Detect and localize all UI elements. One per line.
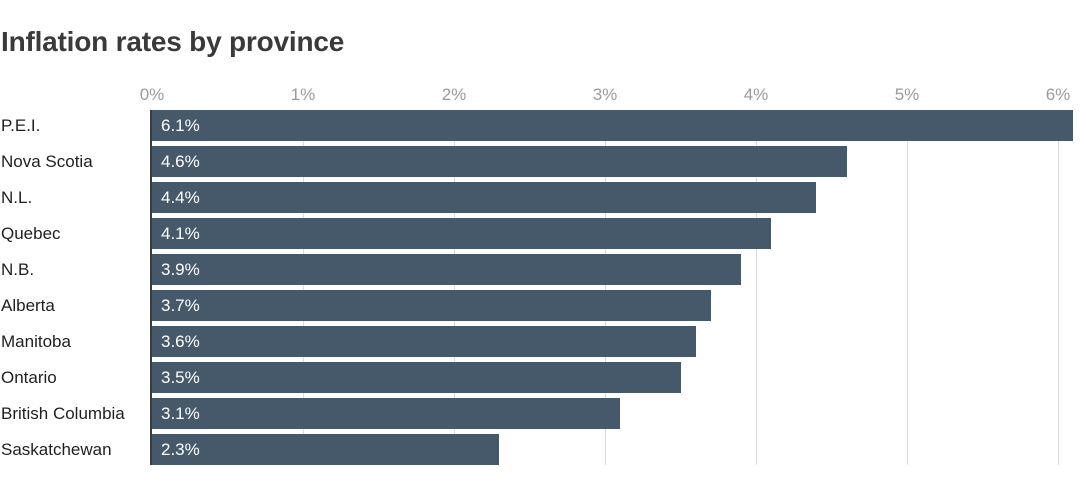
bar-row: 3.6% (152, 326, 1080, 357)
bar-row: 6.1% (152, 110, 1080, 141)
bar: 4.1% (152, 218, 771, 249)
bar: 3.6% (152, 326, 696, 357)
gridline (907, 110, 908, 465)
bar: 6.1% (152, 110, 1073, 141)
category-label: N.L. (1, 188, 33, 207)
bar: 3.5% (152, 362, 681, 393)
bar-value-label: 3.7% (161, 295, 200, 315)
bar-value-label: 2.3% (161, 439, 200, 459)
bar: 3.7% (152, 290, 711, 321)
bar-value-label: 3.6% (161, 331, 200, 351)
x-axis-tick-label: 5% (894, 85, 920, 104)
plot-area: P.E.I. 6.1% Nova Scotia 4.6% N.L. 4.4% Quebec 4… (0, 110, 1080, 465)
x-axis-tick-label: 4% (743, 85, 769, 104)
category-label: British Columbia (1, 404, 125, 423)
bar: 4.4% (152, 182, 816, 213)
gridline (1058, 110, 1059, 465)
bar-value-label: 3.1% (161, 403, 200, 423)
x-axis-tick-label: 3% (592, 85, 618, 104)
category-label: Nova Scotia (1, 152, 93, 171)
gridline (605, 110, 606, 465)
bar-row: 3.1% (152, 398, 1080, 429)
bar-row: 4.1% (152, 218, 1080, 249)
bar: 3.9% (152, 254, 741, 285)
bar-row: 4.6% (152, 146, 1080, 177)
bar-row: 3.7% (152, 290, 1080, 321)
x-axis: 0% 1% 2% 3% 4% 5% 6% (0, 85, 1080, 105)
category-label: Ontario (1, 368, 57, 387)
x-axis-tick-label: 6% (1045, 85, 1071, 104)
bar-row: 2.3% (152, 434, 1080, 465)
bar-value-label: 4.1% (161, 223, 200, 243)
category-label: Quebec (1, 224, 61, 243)
bar: 3.1% (152, 398, 620, 429)
gridline (303, 110, 304, 465)
bar-row: 3.9% (152, 254, 1080, 285)
x-axis-tick-label: 1% (290, 85, 316, 104)
bar-value-label: 6.1% (161, 115, 200, 135)
bar: 2.3% (152, 434, 499, 465)
category-label: P.E.I. (1, 116, 41, 135)
chart-title: Inflation rates by province (1, 26, 345, 57)
bar-row: 3.5% (152, 362, 1080, 393)
category-label: Manitoba (1, 332, 71, 351)
x-axis-tick-label: 2% (441, 85, 467, 104)
y-axis-line (150, 110, 152, 465)
category-label: Alberta (1, 296, 55, 315)
bar-row: 4.4% (152, 182, 1080, 213)
bar-value-label: 3.9% (161, 259, 200, 279)
bar-value-label: 4.4% (161, 187, 200, 207)
bar-value-label: 3.5% (161, 367, 200, 387)
category-label: Saskatchewan (1, 440, 112, 459)
category-label: N.B. (1, 260, 35, 279)
gridline (454, 110, 455, 465)
bar: 4.6% (152, 146, 847, 177)
gridline (756, 110, 757, 465)
x-axis-tick-label: 0% (139, 85, 165, 104)
bar-value-label: 4.6% (161, 151, 200, 171)
